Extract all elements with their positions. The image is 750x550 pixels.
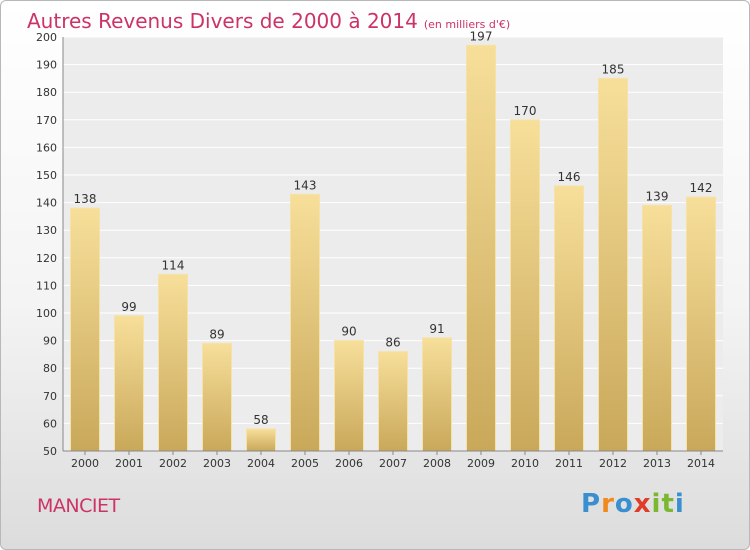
x-tick-label: 2001 (115, 457, 143, 470)
bar (334, 340, 364, 452)
bar (554, 185, 584, 452)
x-tick-label: 2000 (71, 457, 99, 470)
bar (114, 315, 144, 452)
bar (70, 207, 100, 452)
x-tick-label: 2003 (203, 457, 231, 470)
bar (598, 77, 628, 452)
logo-letter: x (633, 489, 652, 519)
y-tick-label: 180 (36, 86, 57, 99)
y-tick-label: 90 (43, 335, 57, 348)
data-label: 146 (558, 170, 581, 184)
y-tick-label: 190 (36, 59, 57, 72)
logo-letter: i (674, 489, 685, 519)
bar (510, 119, 540, 452)
data-label: 170 (514, 104, 537, 118)
data-label: 86 (385, 336, 400, 350)
x-tick-label: 2010 (511, 457, 539, 470)
data-label: 90 (341, 325, 356, 339)
x-tick-label: 2004 (247, 457, 275, 470)
data-label: 58 (253, 413, 268, 427)
data-label: 143 (294, 178, 317, 192)
bar (202, 342, 232, 452)
x-tick-label: 2006 (335, 457, 363, 470)
data-label: 139 (646, 189, 669, 203)
x-tick-label: 2012 (599, 457, 627, 470)
x-tick-label: 2011 (555, 457, 583, 470)
bar (290, 193, 320, 452)
x-tick-label: 2002 (159, 457, 187, 470)
bar (158, 273, 188, 452)
bar (422, 337, 452, 452)
y-tick-label: 170 (36, 114, 57, 127)
data-label: 91 (429, 322, 444, 336)
bar (378, 351, 408, 452)
y-tick-label: 150 (36, 169, 57, 182)
x-tick-label: 2013 (643, 457, 671, 470)
x-tick-label: 2009 (467, 457, 495, 470)
x-tick-label: 2008 (423, 457, 451, 470)
data-label: 114 (162, 258, 185, 272)
y-tick-label: 100 (36, 307, 57, 320)
logo-letter: i (651, 489, 662, 519)
x-tick-label: 2014 (687, 457, 715, 470)
bar (642, 204, 672, 452)
y-tick-label: 70 (43, 390, 57, 403)
y-tick-label: 140 (36, 197, 57, 210)
proxiti-logo: Proxiti (581, 489, 685, 519)
y-tick-label: 120 (36, 252, 57, 265)
y-tick-label: 130 (36, 224, 57, 237)
y-tick-label: 50 (43, 445, 57, 458)
logo-letter: o (614, 489, 634, 519)
place-name: MANCIET (37, 495, 120, 517)
data-label: 197 (470, 29, 493, 43)
y-tick-label: 60 (43, 417, 57, 430)
logo-letter: t (661, 489, 675, 519)
logo-letter: P (581, 489, 602, 519)
x-tick-label: 2005 (291, 457, 319, 470)
bar (466, 44, 496, 452)
bar (246, 428, 276, 452)
chart-title-text: Autres Revenus Divers de 2000 à 2014 (27, 9, 418, 33)
data-label: 89 (209, 327, 224, 341)
data-label: 185 (602, 62, 625, 76)
y-tick-label: 160 (36, 141, 57, 154)
chart-unit: (en milliers d'€) (423, 18, 511, 31)
chart-title: Autres Revenus Divers de 2000 à 2014 (en … (27, 9, 510, 33)
y-tick-label: 110 (36, 279, 57, 292)
data-label: 99 (121, 300, 136, 314)
x-tick-label: 2007 (379, 457, 407, 470)
data-label: 138 (74, 192, 97, 206)
logo-letter: r (601, 489, 615, 519)
data-label: 142 (690, 181, 713, 195)
y-tick-label: 80 (43, 362, 57, 375)
bar (686, 196, 716, 452)
y-tick-label: 200 (36, 31, 57, 44)
